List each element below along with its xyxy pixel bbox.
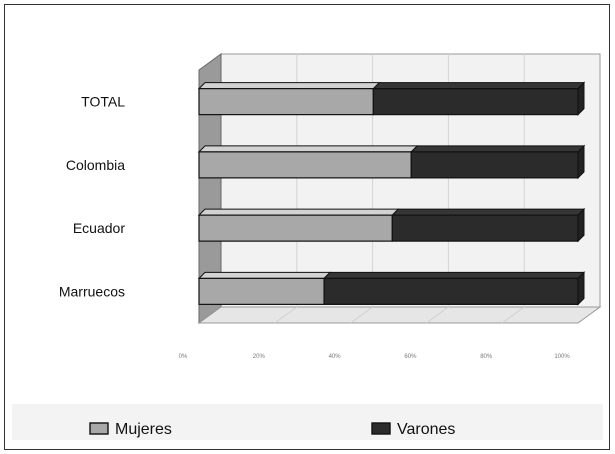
x-tick-labels: 0% 20% 40% 60% 80% 100% [179,354,571,360]
plot-area [197,53,602,324]
category-label-colombia: Colombia [66,157,125,173]
category-label-ecuador: Ecuador [73,220,125,236]
bar-mujeres-marruecos [197,271,332,305]
x-tick-label: 80% [480,354,493,360]
category-label-total: TOTAL [81,94,125,110]
x-tick-label: 20% [253,354,266,360]
bar-mujeres-ecuador [197,208,400,242]
legend-label-mujeres: Mujeres [115,421,172,438]
legend-band [12,404,603,440]
bar-varones-ecuador [391,207,586,243]
x-tick-label: 40% [329,354,342,360]
floor-gridline [501,306,525,324]
floor-gridline [350,306,373,324]
legend-swatch-mujeres [89,422,109,435]
legend-item-varones: Varones [371,421,455,438]
bar-mujeres-colombia [197,145,419,179]
legend: Mujeres Varones [89,421,455,438]
bar-varones-colombia [410,144,586,180]
category-labels: TOTAL Colombia Ecuador Marruecos [59,94,125,300]
x-tick-label: 100% [554,354,570,360]
bar-varones-total [372,81,586,116]
floor-gridline [274,306,298,324]
floor [197,306,602,324]
floor-gridline [426,306,449,324]
bar-varones-marruecos [322,271,586,306]
bar-mujeres-total [197,82,381,116]
legend-label-varones: Varones [397,421,455,438]
x-tick-label: 0% [179,354,188,360]
legend-item-mujeres: Mujeres [89,421,172,438]
legend-swatch-varones [371,422,391,435]
category-label-marruecos: Marruecos [59,283,125,299]
x-tick-label: 60% [404,354,417,360]
